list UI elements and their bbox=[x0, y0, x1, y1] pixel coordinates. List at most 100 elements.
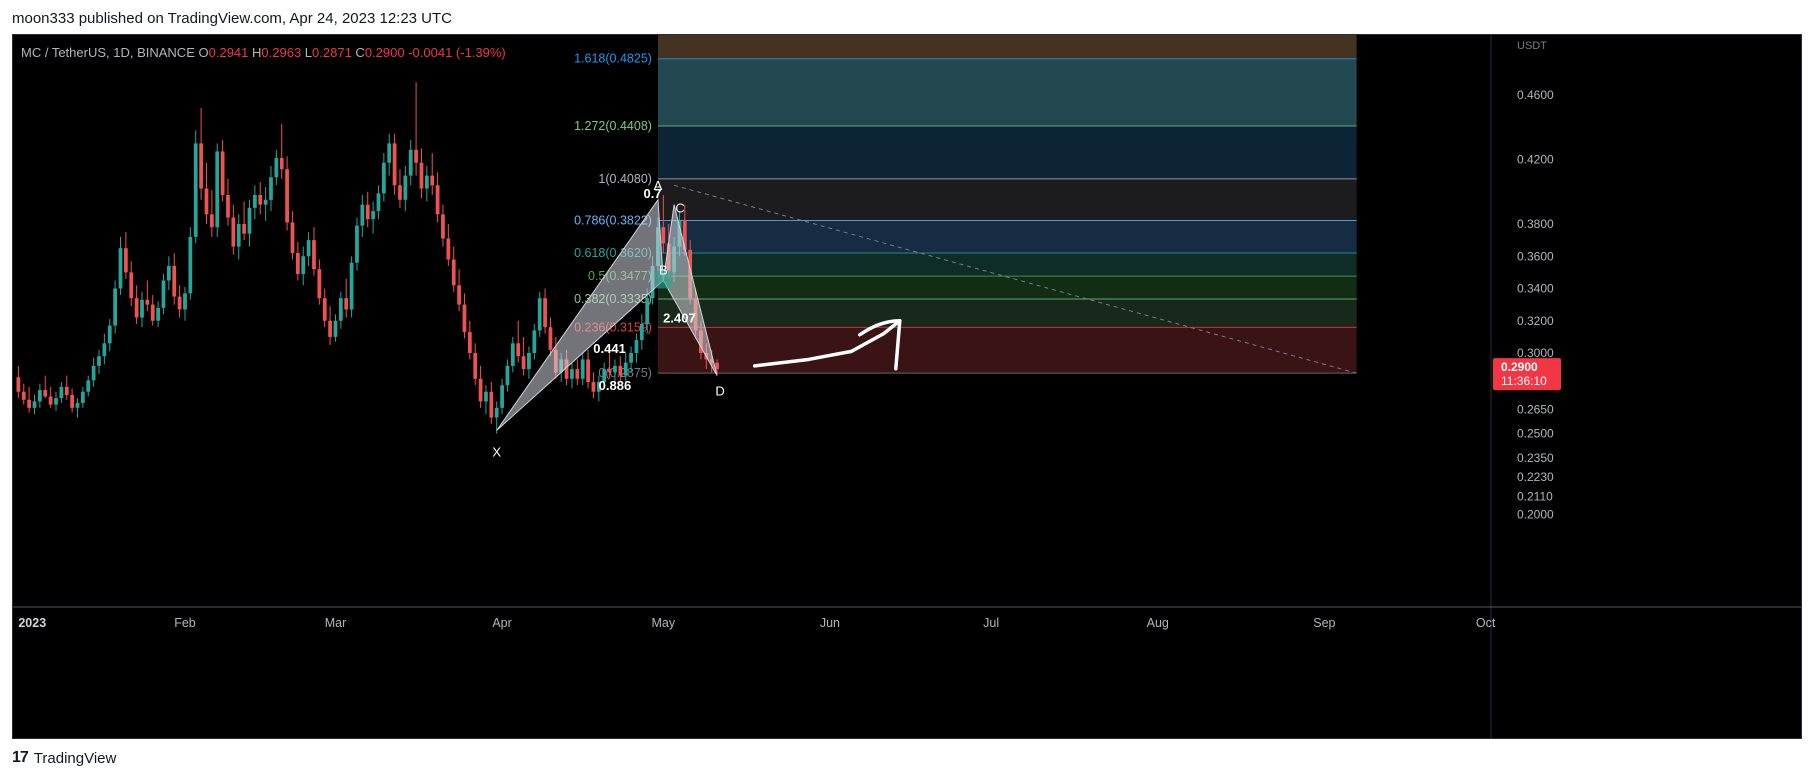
candle-body bbox=[516, 343, 521, 357]
price-axis-unit: USDT bbox=[1517, 40, 1547, 52]
candle-body bbox=[107, 325, 112, 344]
price-axis-tick: 0.3800 bbox=[1517, 217, 1554, 231]
candle-body bbox=[247, 207, 252, 234]
candle-body bbox=[285, 169, 289, 223]
arrow-head bbox=[858, 319, 902, 371]
candle-body bbox=[172, 265, 177, 297]
candle-body bbox=[290, 222, 295, 254]
candle-body bbox=[344, 298, 349, 310]
candle-body bbox=[387, 143, 392, 163]
candle-body bbox=[392, 143, 397, 186]
candle-body bbox=[494, 407, 499, 418]
candle-body bbox=[258, 194, 263, 205]
low-label: L bbox=[304, 45, 313, 60]
candle-body bbox=[623, 362, 628, 376]
high-value: 0.2963 bbox=[261, 45, 302, 60]
candle-body bbox=[70, 394, 75, 408]
close-label: C bbox=[355, 45, 365, 60]
open-value: 0.2941 bbox=[208, 45, 249, 60]
time-axis-tick: Jul bbox=[983, 616, 999, 630]
candle-body bbox=[360, 204, 365, 226]
candle-body bbox=[32, 401, 37, 408]
candle-body bbox=[661, 227, 666, 244]
candle-body bbox=[312, 240, 316, 270]
candle-body bbox=[371, 211, 375, 220]
price-axis-tick: 0.2230 bbox=[1517, 470, 1554, 484]
price-axis-tick: 0.3400 bbox=[1517, 282, 1554, 296]
candle-body bbox=[97, 356, 101, 366]
candle-body bbox=[86, 380, 91, 392]
candle-body bbox=[451, 259, 456, 286]
tradingview-footer[interactable]: 17 TradingView bbox=[12, 749, 116, 767]
price-axis-tick: 0.4600 bbox=[1517, 88, 1554, 102]
candle-body bbox=[263, 199, 268, 205]
candle-body bbox=[274, 157, 279, 178]
last-price-tag bbox=[1493, 358, 1561, 391]
harmonic-point-label: X bbox=[492, 444, 501, 459]
candle-body bbox=[505, 365, 510, 386]
candle-body bbox=[193, 143, 198, 237]
time-axis-tick: Sep bbox=[1313, 616, 1335, 630]
time-axis-tick: Aug bbox=[1147, 616, 1169, 630]
candle-body bbox=[564, 359, 569, 379]
candle-body bbox=[613, 365, 617, 373]
harmonic-point-bg bbox=[655, 270, 672, 289]
candle-body bbox=[500, 385, 504, 408]
candlestick-chart[interactable]: 1.618(0.4825) 1.272(0.4408) 1(0.4080) 0.786… bbox=[13, 35, 1801, 738]
candle-body bbox=[301, 256, 306, 274]
tradingview-brand: TradingView bbox=[33, 749, 117, 767]
candle-body bbox=[478, 378, 483, 402]
price-axis-tick: 0.3000 bbox=[1517, 346, 1554, 360]
harmonic-point-label: A bbox=[654, 178, 663, 193]
candle-body bbox=[457, 285, 461, 305]
price-axis-tick: 0.2500 bbox=[1517, 427, 1554, 441]
candle-body bbox=[306, 240, 311, 257]
tradingview-logo-icon: 17 bbox=[12, 749, 29, 766]
high-label: H bbox=[252, 45, 262, 60]
candle-body bbox=[484, 391, 488, 402]
candle-body bbox=[220, 151, 225, 195]
fib-zone bbox=[657, 58, 1357, 126]
harmonic-xab-triangle bbox=[496, 198, 664, 431]
candle-body bbox=[596, 382, 601, 392]
harmonic-point-label: C bbox=[675, 201, 684, 216]
symbol-pair: MC / TetherUS, 1D, BINANCE bbox=[21, 45, 195, 60]
arrow-stroke bbox=[752, 319, 902, 368]
candle-body bbox=[54, 398, 58, 405]
candle-body bbox=[629, 353, 633, 363]
price-axis-tick: 0.2350 bbox=[1517, 451, 1554, 465]
candle-body bbox=[489, 391, 494, 418]
candle-body bbox=[156, 307, 160, 321]
candle-body bbox=[199, 143, 203, 189]
chart-frame[interactable]: 1.618(0.4825) 1.272(0.4408) 1(0.4080) 0.786… bbox=[12, 34, 1802, 739]
candle-body bbox=[252, 194, 257, 208]
candle-body bbox=[548, 327, 553, 350]
candle-body bbox=[123, 248, 128, 273]
candle-body bbox=[317, 269, 322, 299]
candle-body bbox=[543, 298, 547, 328]
candle-body bbox=[602, 369, 607, 383]
candle-body bbox=[21, 391, 26, 400]
candle-body bbox=[591, 382, 596, 392]
low-value: 0.2871 bbox=[312, 45, 352, 60]
close-value: 0.2900 bbox=[364, 45, 405, 60]
candle-body bbox=[521, 356, 526, 370]
price-axis-tick: 0.2650 bbox=[1517, 402, 1554, 416]
candle-body bbox=[446, 238, 451, 260]
candle-body bbox=[467, 332, 472, 353]
harmonic-bcd-triangle bbox=[662, 204, 718, 376]
candle-body bbox=[118, 248, 123, 289]
candle-body bbox=[355, 225, 359, 263]
trend-line bbox=[673, 184, 1357, 374]
candle-body bbox=[682, 220, 687, 250]
fib-level-label: 1(0.4080) bbox=[598, 172, 652, 186]
price-axis-tick: 0.3200 bbox=[1517, 314, 1554, 328]
harmonic-point-label: D bbox=[715, 384, 724, 399]
candle-body bbox=[441, 214, 445, 239]
time-axis-tick: Mar bbox=[325, 616, 347, 630]
time-axis-tick: Oct bbox=[1476, 616, 1496, 630]
candle-body bbox=[27, 399, 32, 408]
candle-body bbox=[333, 320, 338, 337]
fib-zone-top bbox=[657, 35, 1357, 59]
candle-body bbox=[398, 185, 402, 200]
